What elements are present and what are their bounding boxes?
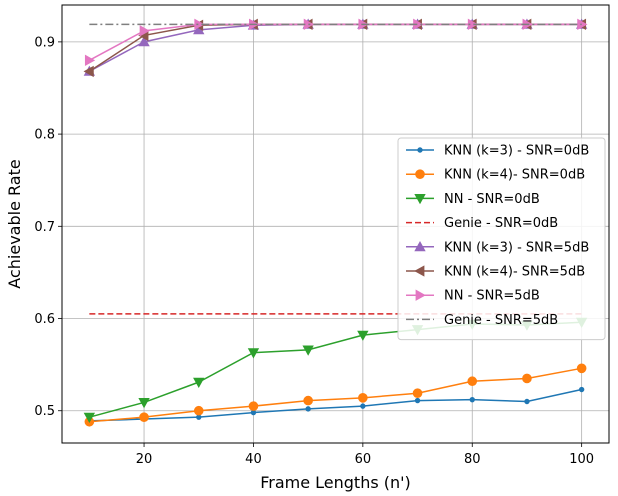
series-6-point-2	[194, 18, 205, 31]
y-tick-label-0: 0.5	[34, 404, 55, 419]
series-0-point-5	[360, 403, 366, 409]
series-2-point-3	[247, 348, 260, 359]
series-0-point-3	[250, 409, 257, 416]
legend-label-3: Genie - SNR=0dB	[444, 216, 558, 231]
legend-entry-0: KNN (k=3) - SNR=0dB	[406, 144, 589, 159]
legend: KNN (k=3) - SNR=0dB KNN (k=4)- SNR=0dB NN …	[397, 137, 606, 341]
series-2-point-1	[138, 398, 150, 409]
legend-label-0: KNN (k=3) - SNR=0dB	[444, 144, 589, 159]
series-line-5	[88, 23, 582, 73]
x-tick-label-3: 80	[464, 452, 481, 467]
series-0-point-6	[414, 397, 421, 404]
series-1-point-2	[193, 405, 204, 416]
legend-label-6: NN - SNR=5dB	[444, 289, 540, 304]
legend-marker-6	[415, 289, 426, 301]
series-6-point-7	[467, 18, 479, 31]
series-2-point-4	[302, 345, 314, 356]
legend-box	[397, 137, 606, 341]
series-0-point-2	[196, 414, 202, 420]
legend-entry-6: NN - SNR=5dB	[406, 289, 540, 304]
legend-marker-4	[414, 240, 426, 252]
legend-entry-5: KNN (k=4)- SNR=5dB	[406, 265, 585, 280]
series-1-point-6	[412, 388, 423, 399]
series-line-1	[89, 367, 582, 423]
y-tick-label-1: 0.6	[34, 312, 55, 327]
legend-marker-0	[417, 147, 423, 153]
series-0	[86, 386, 585, 424]
y-axis-label: Achievable Rate	[5, 159, 24, 288]
legend-entry-7: Genie - SNR=5dB	[406, 313, 558, 328]
series-4-point-1	[138, 36, 150, 47]
y-tick-label-2: 0.7	[34, 220, 55, 235]
series-line-6	[88, 23, 582, 61]
series-0-point-7	[469, 396, 475, 403]
series-6-point-9	[577, 18, 588, 31]
legend-marker-5	[414, 265, 425, 277]
series-1-point-4	[303, 395, 313, 406]
series-6	[84, 18, 588, 67]
legend-entry-2: NN - SNR=0dB	[406, 192, 540, 207]
series-0-point-9	[578, 386, 585, 393]
legend-label-5: KNN (k=4)- SNR=5dB	[444, 265, 585, 280]
legend-marker-1	[415, 169, 425, 180]
legend-label-4: KNN (k=3) - SNR=5dB	[444, 240, 589, 255]
series-1	[84, 363, 587, 427]
series-1-point-1	[139, 412, 149, 422]
series-5-point-0	[83, 65, 94, 78]
series-1-point-9	[576, 363, 587, 374]
series-2-point-0	[83, 412, 96, 424]
y-tick-label-3: 0.8	[34, 128, 55, 143]
series-layer	[83, 18, 588, 427]
legend-label-7: Genie - SNR=5dB	[444, 313, 558, 328]
series-6-point-1	[139, 25, 150, 37]
plot-frame	[61, 4, 610, 444]
series-line-0	[89, 388, 582, 422]
legend-entry-3: Genie - SNR=0dB	[406, 216, 558, 231]
legend-marker-2	[414, 193, 426, 205]
legend-entry-1: KNN (k=4)- SNR=0dB	[406, 168, 585, 183]
y-tick-label-4: 0.9	[34, 35, 55, 50]
series-6-point-0	[84, 54, 96, 67]
series-1-point-3	[248, 401, 259, 411]
series-4	[83, 18, 588, 76]
series-0-point-4	[305, 406, 311, 412]
x-axis-label: Frame Lengths (n')	[260, 473, 411, 492]
axis-ticks: 20 40 60 80 100 0.5 0.6 0.7 0.8 0.9	[34, 35, 594, 467]
series-1-point-8	[522, 373, 532, 384]
x-tick-label-2: 60	[355, 452, 372, 467]
series-2-point-2	[193, 377, 205, 388]
legend-label-1: KNN (k=4)- SNR=0dB	[444, 168, 585, 183]
series-0-point-8	[524, 398, 530, 405]
x-tick-label-1: 40	[245, 452, 262, 467]
legend-label-2: NN - SNR=0dB	[444, 192, 540, 207]
series-5	[83, 18, 587, 78]
series-1-point-7	[467, 376, 478, 387]
series-1-point-5	[358, 393, 368, 403]
x-tick-label-0: 20	[136, 452, 153, 467]
series-2-point-5	[357, 330, 369, 341]
x-tick-label-4: 100	[569, 452, 594, 467]
legend-entry-4: KNN (k=3) - SNR=5dB	[406, 240, 589, 255]
